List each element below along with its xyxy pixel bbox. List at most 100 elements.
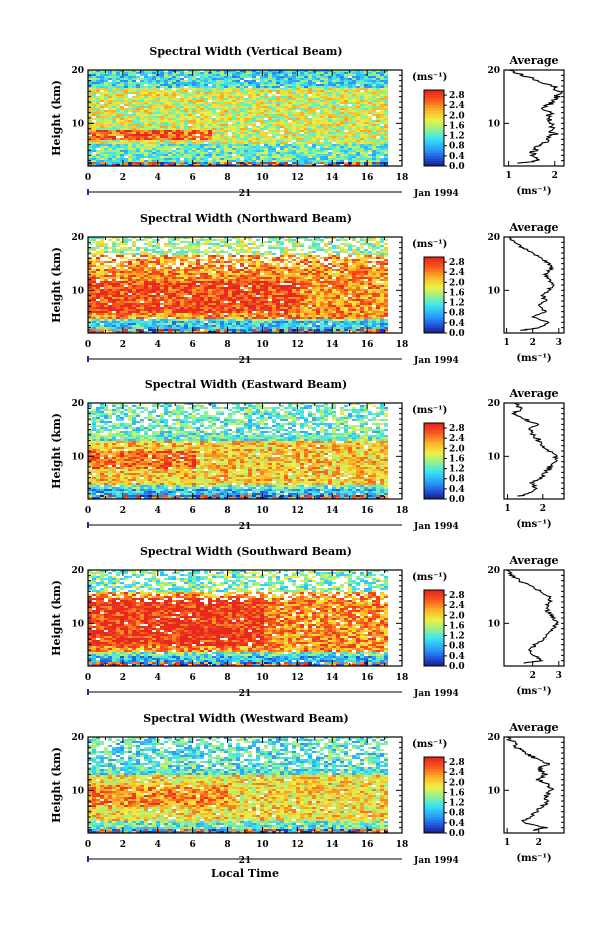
- colorbar-tick-label: 2.8: [449, 424, 465, 434]
- heatmap-cells: [88, 70, 388, 166]
- colorbar-tick-label: 2.8: [449, 758, 465, 768]
- colorbar-tick-label: 2.0: [449, 778, 465, 788]
- profile-x-label: (ms⁻¹): [516, 519, 551, 530]
- colorbar-tick-label: 2.0: [449, 111, 465, 121]
- day-label: 21: [239, 689, 252, 699]
- x-tick-label: 2: [120, 673, 126, 683]
- colorbar-tick-label: 0.0: [449, 162, 465, 172]
- profile-line: [509, 237, 554, 330]
- profile-y-tick-label: 20: [487, 733, 500, 743]
- x-tick-label: 16: [361, 506, 374, 516]
- colorbar-tick-label: 0.4: [449, 819, 465, 829]
- profile-x-tick-label: 2: [530, 338, 536, 348]
- colorbar-tick-label: 2.4: [449, 268, 465, 278]
- x-tick-label: 12: [291, 673, 304, 683]
- profile-y-tick-label: 10: [487, 286, 500, 296]
- profile-x-tick-label: 2: [540, 504, 546, 514]
- colorbar-tick-label: 1.2: [449, 632, 465, 642]
- x-tick-label: 6: [190, 506, 196, 516]
- y-tick-label: 10: [71, 452, 84, 462]
- colorbar: 2.82.42.01.61.20.80.40.0: [424, 757, 465, 839]
- x-tick-label: 14: [326, 506, 339, 516]
- date-label: Jan 1994: [413, 189, 459, 199]
- x-tick-label: 12: [291, 173, 304, 183]
- x-tick-label: 0: [85, 340, 91, 350]
- heatmap-cells: [88, 737, 388, 833]
- colorbar-tick-label: 0.8: [449, 475, 465, 485]
- profile-x-tick-label: 1: [505, 171, 511, 181]
- x-tick-label: 6: [190, 673, 196, 683]
- colorbar-tick-label: 2.4: [449, 434, 465, 444]
- profile-x-label: (ms⁻¹): [516, 853, 551, 864]
- colorbar-tick-label: 1.6: [449, 788, 465, 798]
- profile-x-label: (ms⁻¹): [516, 353, 551, 364]
- x-tick-label: 14: [326, 173, 339, 183]
- colorbar-tick-label: 1.2: [449, 799, 465, 809]
- profile-frame: [504, 737, 564, 833]
- y-tick-label: 20: [71, 566, 84, 576]
- profile-line: [509, 70, 562, 163]
- profile-y-tick-label: 20: [487, 399, 500, 409]
- x-tick-label: 12: [291, 506, 304, 516]
- x-tick-label: 4: [155, 340, 161, 350]
- x-tick-label: 6: [190, 340, 196, 350]
- colorbar-tick-label: 2.8: [449, 258, 465, 268]
- y-tick-label: 10: [71, 119, 84, 129]
- colorbar-tick-label: 2.8: [449, 91, 465, 101]
- x-tick-label: 10: [256, 673, 269, 683]
- x-tick-label: 16: [361, 673, 374, 683]
- y-tick-label: 10: [71, 619, 84, 629]
- colorbar-unit: (ms⁻¹): [412, 572, 447, 583]
- colorbar-tick-label: 0.0: [449, 329, 465, 339]
- y-axis-label: Height (km): [50, 247, 63, 323]
- colorbar-tick-label: 0.0: [449, 829, 465, 839]
- profile-title: Average: [508, 54, 558, 67]
- profile-x-tick-label: 1: [504, 504, 510, 514]
- date-label: Jan 1994: [413, 689, 459, 699]
- colorbar-tick-label: 2.8: [449, 591, 465, 601]
- panel-title: Spectral Width (Eastward Beam): [145, 378, 347, 391]
- x-tick-label: 16: [361, 840, 374, 850]
- x-tick-label: 8: [224, 840, 230, 850]
- x-tick-label: 10: [256, 173, 269, 183]
- x-tick-label: 10: [256, 506, 269, 516]
- colorbar-tick-label: 1.2: [449, 299, 465, 309]
- profile-x-tick-label: 2: [536, 838, 542, 848]
- day-label: 21: [239, 856, 252, 866]
- profile-y-tick-label: 20: [487, 233, 500, 243]
- x-tick-label: 0: [85, 840, 91, 850]
- x-tick-label: 18: [396, 673, 409, 683]
- profile-x-tick-label: 2: [530, 671, 536, 681]
- colorbar-tick-label: 0.8: [449, 142, 465, 152]
- panel-title: Spectral Width (Vertical Beam): [149, 45, 342, 58]
- x-tick-label: 8: [224, 340, 230, 350]
- profile-x-tick-label: 1: [504, 838, 510, 848]
- x-tick-label: 2: [120, 340, 126, 350]
- x-tick-label: 0: [85, 173, 91, 183]
- x-tick-label: 14: [326, 673, 339, 683]
- x-tick-label: 2: [120, 840, 126, 850]
- y-axis-label: Height (km): [50, 580, 63, 656]
- colorbar-tick-label: 2.0: [449, 611, 465, 621]
- y-tick-label: 10: [71, 786, 84, 796]
- colorbar-unit: (ms⁻¹): [412, 239, 447, 250]
- date-label: Jan 1994: [413, 522, 459, 532]
- profile-line: [507, 570, 558, 663]
- y-tick-label: 20: [71, 233, 84, 243]
- profile-y-tick-label: 10: [487, 786, 500, 796]
- profile-y-tick-label: 10: [487, 452, 500, 462]
- colorbar-unit: (ms⁻¹): [412, 72, 447, 83]
- panel-title: Spectral Width (Southward Beam): [140, 545, 352, 558]
- heatmap-cells: [88, 570, 388, 666]
- colorbar-tick-label: 2.0: [449, 278, 465, 288]
- day-label: 21: [239, 189, 252, 199]
- date-label: Jan 1994: [413, 356, 459, 366]
